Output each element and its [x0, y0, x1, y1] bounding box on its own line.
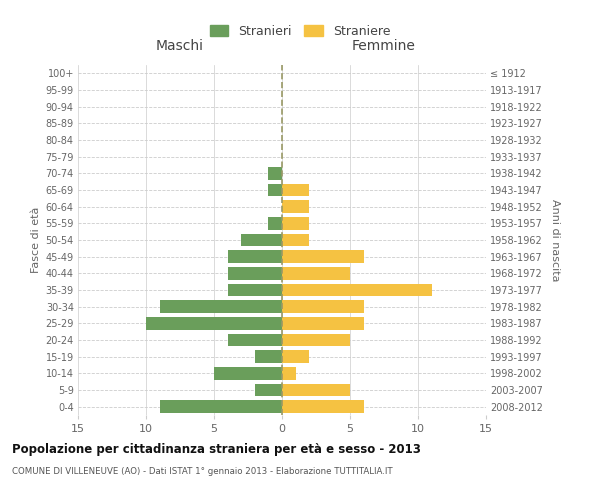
Bar	[282, 217, 309, 230]
Bar	[227, 267, 282, 280]
Bar	[241, 234, 282, 246]
Bar	[282, 350, 309, 363]
Bar	[268, 167, 282, 179]
Bar	[282, 367, 296, 380]
Bar	[227, 284, 282, 296]
Text: Femmine: Femmine	[352, 40, 416, 54]
Bar	[146, 317, 282, 330]
Bar	[214, 367, 282, 380]
Bar	[282, 250, 364, 263]
Bar	[160, 300, 282, 313]
Bar	[282, 234, 309, 246]
Text: Popolazione per cittadinanza straniera per età e sesso - 2013: Popolazione per cittadinanza straniera p…	[12, 442, 421, 456]
Y-axis label: Fasce di età: Fasce di età	[31, 207, 41, 273]
Bar	[282, 334, 350, 346]
Bar	[268, 217, 282, 230]
Bar	[255, 350, 282, 363]
Y-axis label: Anni di nascita: Anni di nascita	[550, 198, 560, 281]
Text: Maschi: Maschi	[156, 40, 204, 54]
Bar	[227, 334, 282, 346]
Legend: Stranieri, Straniere: Stranieri, Straniere	[206, 21, 394, 42]
Text: COMUNE DI VILLENEUVE (AO) - Dati ISTAT 1° gennaio 2013 - Elaborazione TUTTITALIA: COMUNE DI VILLENEUVE (AO) - Dati ISTAT 1…	[12, 468, 392, 476]
Bar	[268, 184, 282, 196]
Bar	[227, 250, 282, 263]
Bar	[282, 384, 350, 396]
Bar	[255, 384, 282, 396]
Bar	[282, 284, 431, 296]
Bar	[282, 300, 364, 313]
Bar	[282, 317, 364, 330]
Bar	[282, 267, 350, 280]
Bar	[282, 200, 309, 213]
Bar	[160, 400, 282, 413]
Bar	[282, 184, 309, 196]
Bar	[282, 400, 364, 413]
